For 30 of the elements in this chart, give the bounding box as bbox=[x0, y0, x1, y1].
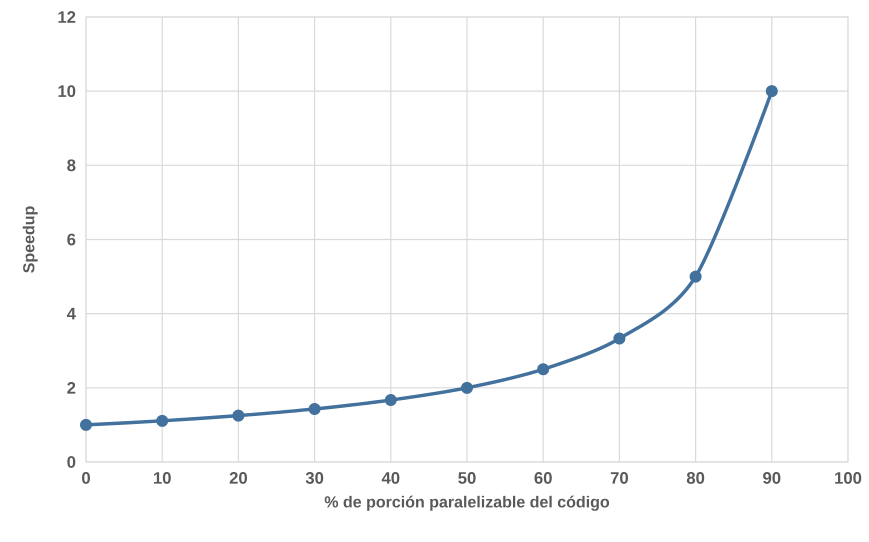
point bbox=[308, 402, 321, 415]
x-tick-label: 90 bbox=[763, 472, 780, 484]
point bbox=[766, 85, 778, 98]
x-tick-label: 40 bbox=[382, 472, 400, 484]
x-tick-label: 100 bbox=[835, 472, 862, 484]
point bbox=[232, 410, 244, 422]
point bbox=[690, 270, 702, 283]
y-tick-label: 4 bbox=[66, 308, 76, 320]
point bbox=[613, 332, 626, 344]
point bbox=[537, 363, 550, 376]
y-tick-label: 2 bbox=[67, 382, 76, 394]
x-tick-label: 20 bbox=[230, 472, 247, 484]
x-tick-label: 10 bbox=[154, 472, 171, 484]
x-tick-label: 50 bbox=[458, 472, 476, 484]
y-tick-label: 0 bbox=[67, 456, 76, 468]
y-tick-label: 10 bbox=[58, 85, 76, 98]
point bbox=[156, 414, 168, 427]
y-tick-label: 8 bbox=[67, 159, 76, 172]
y-tick-label: 6 bbox=[67, 234, 76, 246]
point bbox=[80, 418, 92, 431]
y-axis-title: Speedup bbox=[22, 206, 38, 273]
x-axis-title: % de porción paralelizable del código bbox=[324, 496, 610, 511]
point bbox=[384, 394, 397, 406]
x-tick-label: 30 bbox=[306, 472, 324, 484]
x-tick-label: 0 bbox=[82, 472, 90, 484]
x-tick-label: 60 bbox=[534, 472, 552, 484]
x-tick-label: 80 bbox=[686, 472, 704, 484]
y-tick-label: 12 bbox=[58, 11, 76, 23]
x-tick-label: 70 bbox=[610, 472, 628, 484]
point bbox=[461, 382, 473, 394]
